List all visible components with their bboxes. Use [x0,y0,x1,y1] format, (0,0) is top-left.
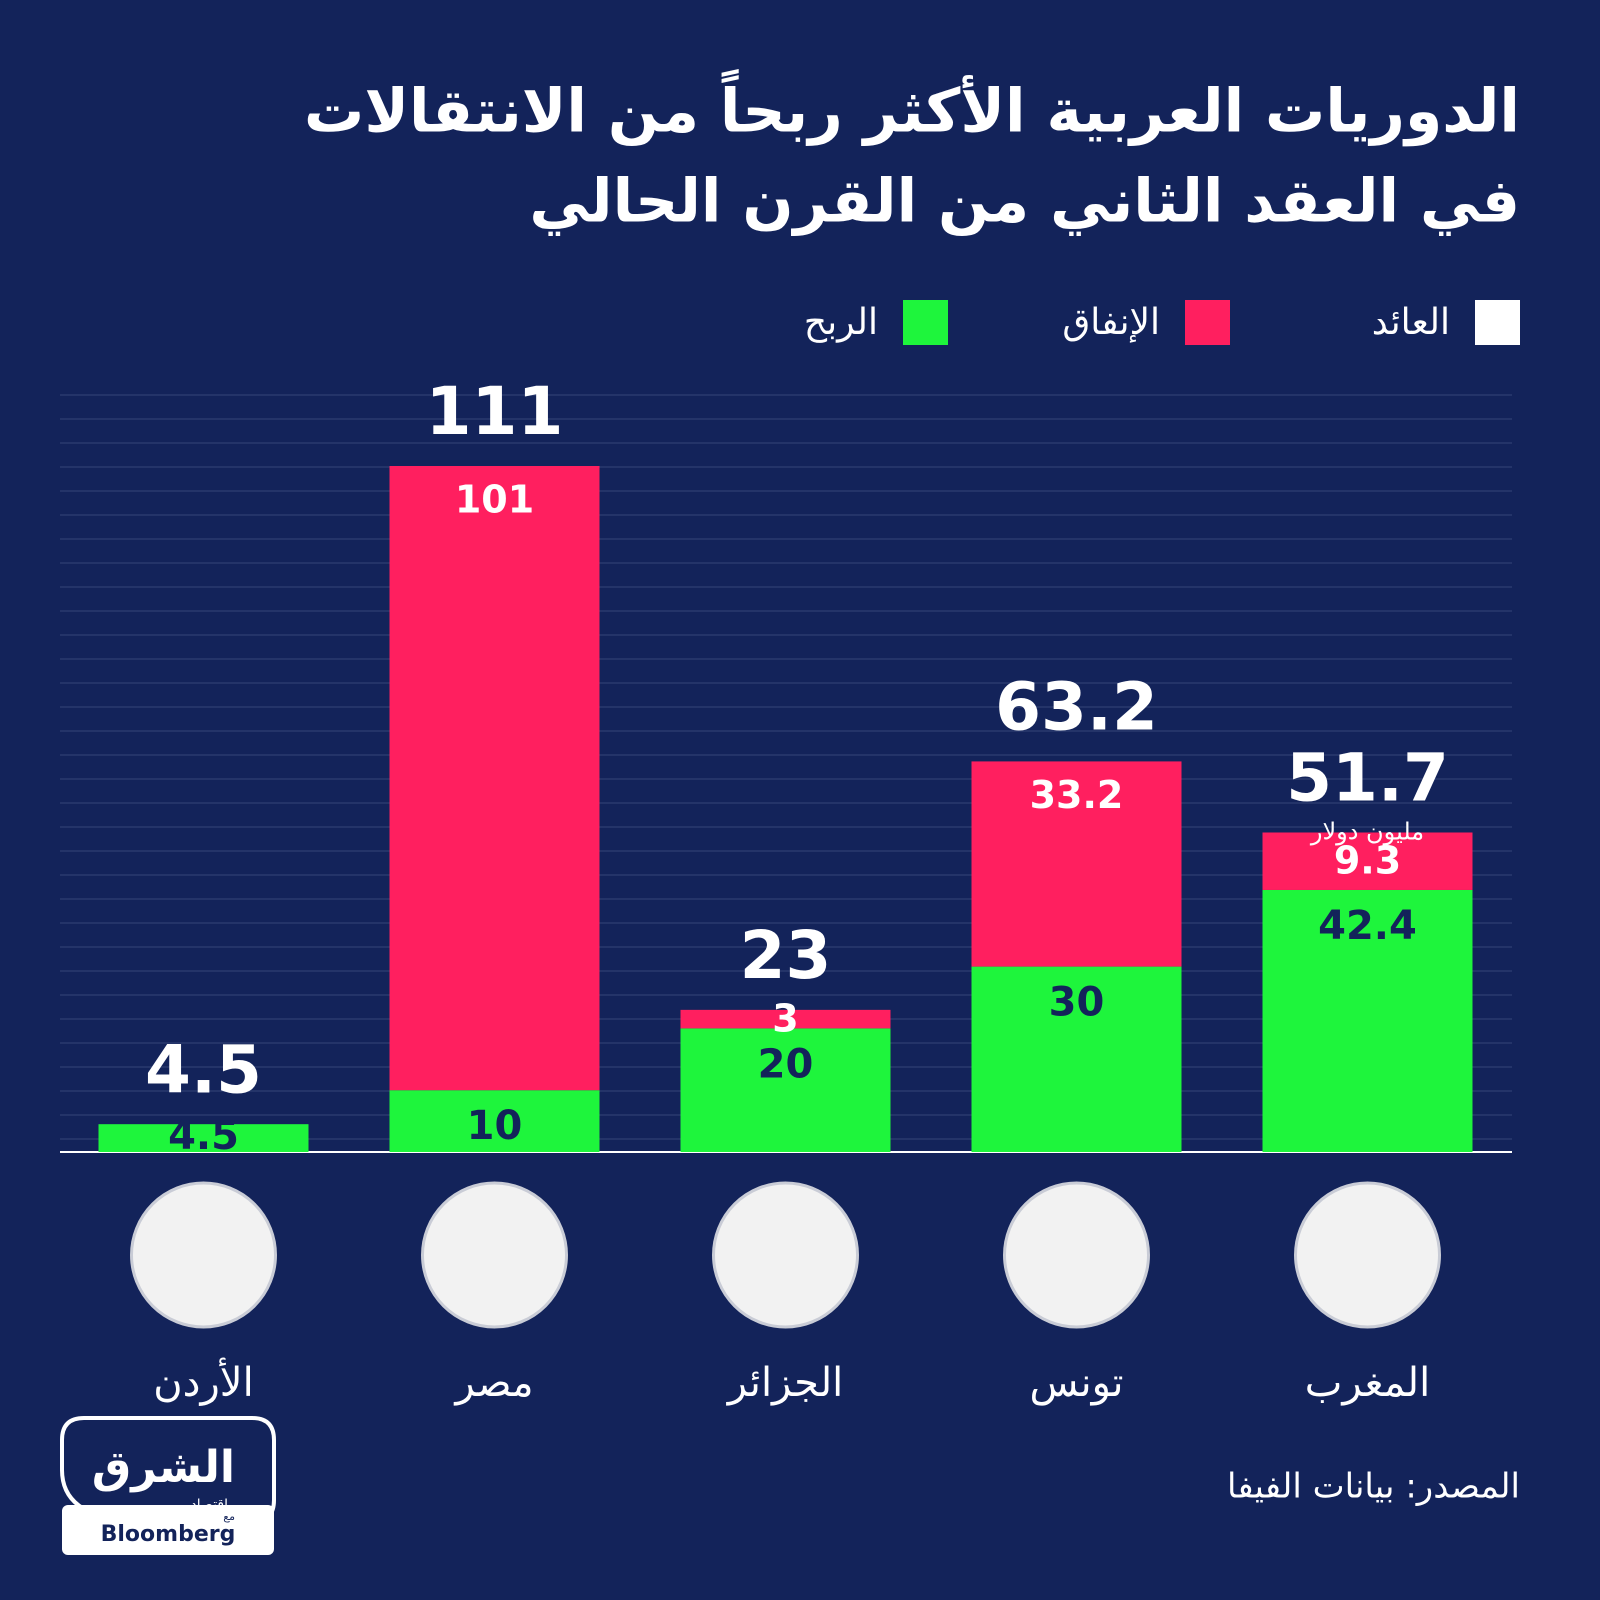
total-label: 111 [426,373,564,450]
legend-label: الربح [804,302,878,343]
x-tick-label: مصر [453,1360,533,1406]
value-label: 42.4 [1318,903,1417,949]
logo-brand: الشرق [92,1442,235,1493]
logo-with: مع [223,1510,235,1523]
bar-segment [1262,889,1473,1152]
value-label: 30 [1049,980,1105,1026]
total-label: 23 [740,917,832,994]
bar-segment [680,1009,891,1029]
legend-swatch [1475,300,1520,345]
bar-segment [971,761,1182,967]
legend-swatch [903,300,948,345]
bar-segment [1262,832,1473,890]
total-label: 63.2 [995,668,1158,745]
logo-partner: Bloomberg [101,1522,236,1547]
league-logo [1294,1181,1441,1329]
bar-segment [680,1028,891,1152]
chart-title: الدوريات العربية الأكثر ربحاً من الانتقا… [304,68,1520,146]
x-tick-label: الجزائر [726,1360,844,1406]
logo-band [62,1505,274,1555]
logo: الشرق اقتصاد مع Bloomberg [60,1416,276,1555]
unit-annotation: مليون دولار [1310,817,1424,845]
league-logo [1003,1181,1150,1329]
value-label: 33.2 [1030,773,1124,817]
value-label: 9.3 [1334,839,1401,883]
x-tick-label: الأردن [153,1357,253,1406]
bar-segment [971,966,1182,1152]
total-label: 51.7 [1286,740,1449,817]
source: المصدر: بيانات الفيفا [1227,1467,1520,1507]
value-label: 101 [455,478,534,522]
league-logo [130,1181,277,1329]
x-tick-label: تونس [1030,1360,1124,1406]
bar-segment [98,1124,309,1152]
league-logo [712,1181,859,1329]
value-label: 10 [467,1103,523,1149]
bar-segment [389,466,600,1091]
logo-sub: اقتصاد [191,1497,228,1513]
chart-title: في العقد الثاني من القرن الحالي [529,167,1520,237]
league-logo [421,1181,568,1329]
x-tick-label: المغرب [1305,1360,1430,1406]
value-label: 3 [772,997,798,1041]
bar-segment [389,1090,600,1152]
total-label: 4.5 [145,1031,262,1108]
value-label: 4.5 [168,1113,239,1159]
value-label: 20 [758,1041,814,1087]
legend-label: العائد [1372,302,1450,343]
legend-label: الإنفاق [1062,302,1160,343]
legend-swatch [1185,300,1230,345]
